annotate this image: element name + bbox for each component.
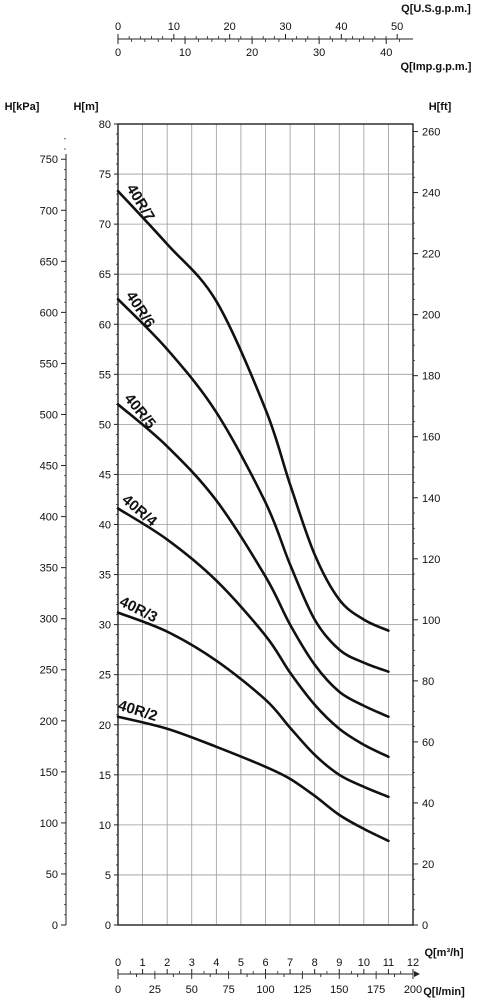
tick-label-ft: 200 [422, 310, 440, 322]
tick-label-impgpm: 10 [179, 47, 191, 59]
tick-label-kpa: 50 [46, 869, 58, 881]
tick-label-kpa: 600 [40, 307, 58, 319]
axis-unit-kpa: H[kPa] [5, 101, 40, 113]
axis-unit-m3h: Q[m³/h] [424, 947, 463, 959]
tick-label-kpa: 150 [40, 767, 58, 779]
tick-label-ft: 160 [422, 432, 440, 444]
tick-label-m: 70 [99, 219, 111, 231]
tick-label-lmin: 75 [223, 984, 235, 996]
curve-40r-7 [116, 189, 390, 632]
axis-unit-lmin: Q[l/min] [423, 986, 465, 998]
tick-label-m: 35 [99, 570, 111, 582]
tick-label-m: 40 [99, 520, 111, 532]
tick-label-usgpm: 50 [391, 21, 403, 33]
tick-label-lmin: 150 [330, 984, 348, 996]
tick-label-m3h: 9 [336, 957, 342, 969]
tick-label-m3h: 1 [140, 957, 146, 969]
plot-grid [118, 124, 413, 925]
tick-label-ft: 260 [422, 127, 440, 139]
tick-label-kpa: 750 [40, 154, 58, 166]
tick-label-m: 65 [99, 269, 111, 281]
curve-40r-3 [116, 611, 390, 799]
tick-label-m: 60 [99, 319, 111, 331]
tick-label-ft: 80 [422, 676, 434, 688]
axes: 05101520253035404550556065707580H[m]0501… [5, 3, 472, 998]
curve-40r-4 [116, 507, 390, 759]
tick-label-kpa: 700 [40, 205, 58, 217]
tick-label-impgpm: 0 [115, 47, 121, 59]
tick-label-m: 0 [105, 920, 111, 932]
curve-40r-5 [116, 403, 390, 719]
tick-label-m3h: 7 [287, 957, 293, 969]
tick-label-impgpm: 30 [313, 47, 325, 59]
tick-label-kpa: 400 [40, 512, 58, 524]
tick-label-m: 5 [105, 870, 111, 882]
tick-label-m: 15 [99, 770, 111, 782]
axis-unit-m: H[m] [73, 101, 98, 113]
tick-label-ft: 40 [422, 798, 434, 810]
tick-label-ft: 240 [422, 188, 440, 200]
tick-label-kpa: 200 [40, 716, 58, 728]
tick-label-usgpm: 20 [224, 21, 236, 33]
tick-label-m: 25 [99, 670, 111, 682]
tick-label-ft: 120 [422, 554, 440, 566]
tick-label-lmin: 100 [256, 984, 274, 996]
tick-label-m: 75 [99, 169, 111, 181]
curve-40r-6 [116, 297, 390, 673]
tick-label-m3h: 6 [262, 957, 268, 969]
tick-label-m3h: 11 [383, 957, 394, 969]
tick-label-ft: 220 [422, 249, 440, 261]
axis-unit-impgpm: Q[Imp.g.p.m.] [401, 61, 472, 73]
tick-label-m: 10 [99, 820, 111, 832]
tick-label-kpa: 550 [40, 358, 58, 370]
tick-label-ft: 140 [422, 493, 440, 505]
tick-label-ft: 0 [422, 920, 428, 932]
tick-label-kpa: 650 [40, 256, 58, 268]
axis-unit-ft: H[ft] [429, 101, 452, 113]
tick-label-m3h: 5 [238, 957, 244, 969]
tick-label-m: 45 [99, 469, 111, 481]
tick-label-impgpm: 40 [380, 47, 392, 59]
tick-label-kpa: 300 [40, 614, 58, 626]
tick-label-usgpm: 40 [335, 21, 347, 33]
tick-label-lmin: 125 [293, 984, 311, 996]
tick-label-ft: 100 [422, 615, 440, 627]
tick-label-m: 55 [99, 369, 111, 381]
curve-40r-2 [116, 715, 390, 843]
tick-label-usgpm: 0 [115, 21, 121, 33]
tick-label-kpa: 250 [40, 665, 58, 677]
tick-label-m3h: 10 [358, 957, 370, 969]
tick-label-usgpm: 10 [168, 21, 180, 33]
tick-label-lmin: 50 [186, 984, 198, 996]
tick-label-m: 30 [99, 620, 111, 632]
tick-label-lmin: 25 [149, 984, 161, 996]
tick-label-usgpm: 30 [279, 21, 291, 33]
tick-label-m3h: 2 [164, 957, 170, 969]
tick-label-m3h: 12 [407, 957, 419, 969]
tick-label-ft: 20 [422, 859, 434, 871]
tick-label-m: 50 [99, 419, 111, 431]
tick-label-kpa: 100 [40, 818, 58, 830]
tick-label-m3h: 0 [115, 957, 121, 969]
tick-label-m3h: 8 [312, 957, 318, 969]
tick-label-m3h: 4 [213, 957, 219, 969]
tick-label-m3h: 3 [189, 957, 195, 969]
tick-label-kpa: 450 [40, 461, 58, 473]
tick-label-m: 20 [99, 720, 111, 732]
tick-label-lmin: 175 [367, 984, 385, 996]
tick-label-kpa: 500 [40, 409, 58, 421]
tick-label-impgpm: 20 [246, 47, 258, 59]
tick-label-kpa: 0 [52, 920, 58, 932]
tick-label-lmin: 200 [404, 984, 422, 996]
tick-label-m: 80 [99, 119, 111, 131]
axis-arrow-lmin [414, 971, 420, 977]
axis-unit-usgpm: Q[U.S.g.p.m.] [401, 3, 471, 15]
tick-label-ft: 180 [422, 371, 440, 383]
tick-label-lmin: 0 [115, 984, 121, 996]
tick-label-ft: 60 [422, 737, 434, 749]
tick-label-kpa: 350 [40, 563, 58, 575]
